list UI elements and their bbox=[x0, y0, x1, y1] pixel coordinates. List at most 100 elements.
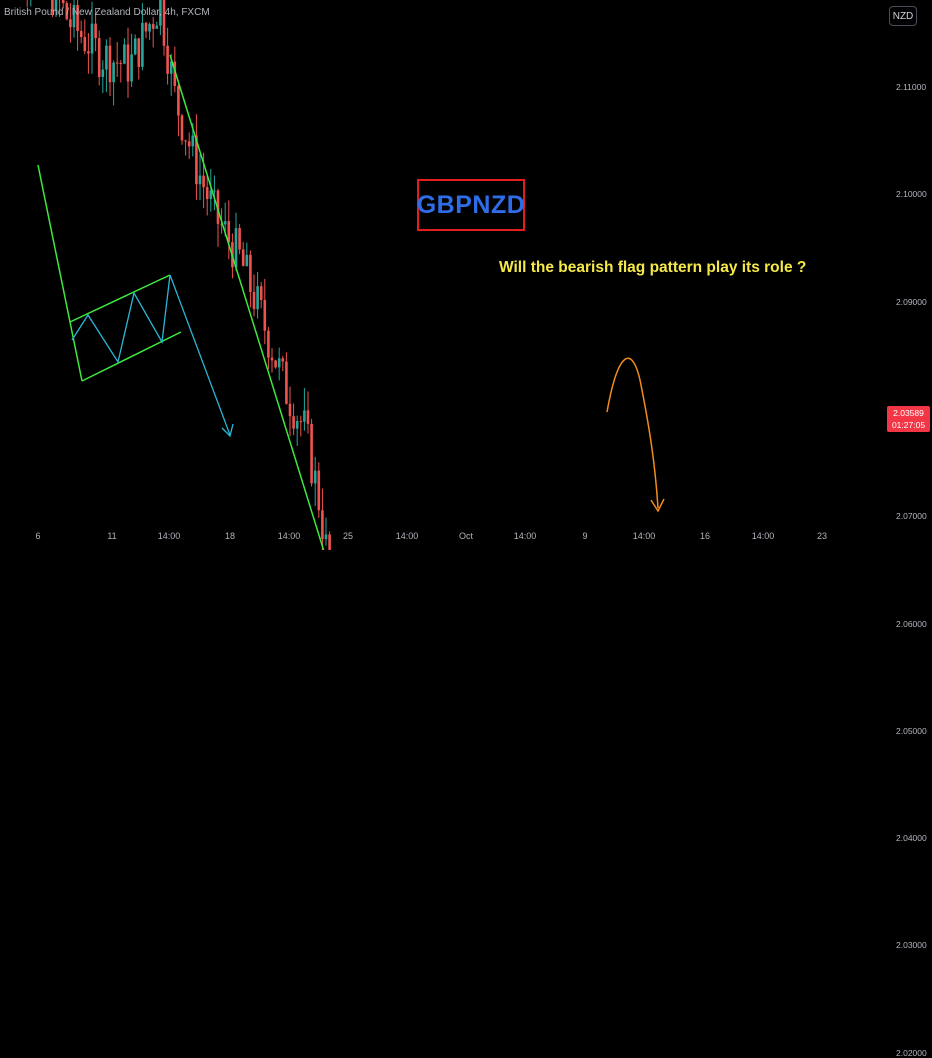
y-tick-label: 2.10000 bbox=[896, 189, 927, 200]
candle-body bbox=[195, 135, 198, 185]
schematic-lower-line bbox=[81, 331, 182, 382]
candle-body bbox=[177, 85, 180, 116]
candle-body bbox=[238, 228, 241, 250]
candle-body bbox=[220, 223, 223, 225]
drawing-layer bbox=[37, 54, 665, 550]
candle-body bbox=[288, 403, 292, 417]
y-tick-label: 2.06000 bbox=[896, 618, 927, 629]
x-tick-label: 14:00 bbox=[751, 531, 775, 541]
candle-body bbox=[90, 23, 94, 54]
x-tick-label: 14:00 bbox=[277, 531, 301, 541]
candle-body bbox=[69, 19, 72, 28]
candle-body bbox=[148, 24, 151, 32]
candle-body bbox=[256, 286, 259, 310]
candle-body bbox=[281, 358, 285, 362]
candle-body bbox=[267, 330, 270, 358]
x-tick-label: 14:00 bbox=[395, 531, 419, 541]
candle-body bbox=[313, 470, 317, 484]
y-tick-label: 2.03000 bbox=[896, 940, 927, 951]
candle-body bbox=[191, 135, 195, 147]
candle-body bbox=[223, 221, 227, 225]
candle-body bbox=[205, 187, 209, 199]
y-tick-label: 2.09000 bbox=[896, 296, 927, 307]
x-tick-label: 11 bbox=[107, 531, 117, 541]
candle-body bbox=[245, 254, 249, 266]
y-tick-label: 2.04000 bbox=[896, 833, 927, 844]
candle-body bbox=[202, 175, 205, 188]
candle-body bbox=[310, 423, 313, 484]
candle-body bbox=[270, 357, 274, 361]
chart-title: British Pound / New Zealand Dollar, 4h, … bbox=[4, 7, 210, 18]
flagpole-line bbox=[169, 54, 325, 550]
candle-body bbox=[166, 45, 169, 74]
candle-body bbox=[51, 0, 54, 12]
candle-body bbox=[126, 44, 130, 82]
candle-body bbox=[184, 140, 187, 142]
symbol-text: GBPNZD bbox=[416, 190, 526, 219]
schematic-breakdown bbox=[169, 274, 231, 436]
candle-body bbox=[79, 30, 83, 38]
candle-body bbox=[277, 358, 281, 368]
candle-body bbox=[187, 141, 191, 147]
x-tick-label: 16 bbox=[699, 531, 711, 541]
y-tick-label: 2.02000 bbox=[896, 1047, 927, 1058]
y-tick-label: 2.05000 bbox=[896, 725, 927, 736]
candle-body bbox=[94, 23, 97, 39]
candle-body bbox=[76, 4, 79, 31]
schematic-upper-line bbox=[69, 274, 171, 323]
countdown-timer: 01:27:05 bbox=[891, 420, 926, 430]
candle-body bbox=[87, 51, 90, 54]
candle-body bbox=[108, 45, 112, 83]
y-tick-label: 2.11000 bbox=[896, 82, 927, 92]
candle-body bbox=[97, 38, 101, 77]
x-tick-label: 14:00 bbox=[632, 531, 656, 541]
candle-body bbox=[252, 291, 256, 310]
schematic-pole-line bbox=[37, 164, 83, 382]
candle-body bbox=[303, 410, 306, 422]
x-tick-label: 6 bbox=[35, 531, 41, 541]
candle-body bbox=[263, 299, 267, 331]
candle-body bbox=[328, 534, 331, 550]
x-tick-label: 18 bbox=[224, 531, 236, 541]
candle-body bbox=[259, 286, 263, 300]
candle-body bbox=[198, 175, 202, 185]
currency-button[interactable]: NZD bbox=[889, 6, 917, 26]
candle-body bbox=[83, 37, 87, 52]
candle-body bbox=[130, 54, 133, 82]
current-price-tag: 2.03589 01:27:05 bbox=[887, 406, 930, 432]
candle-body bbox=[133, 38, 137, 55]
candle-body bbox=[144, 22, 148, 32]
candle-body bbox=[324, 534, 328, 540]
candlestick-series bbox=[26, 0, 331, 550]
candle-body bbox=[173, 61, 177, 86]
x-tick-label: 25 bbox=[342, 531, 354, 541]
candle-body bbox=[216, 190, 220, 224]
question-annotation: Will the bearish flag pattern play its r… bbox=[499, 259, 807, 276]
projection-arrow bbox=[606, 357, 659, 509]
candle-body bbox=[119, 63, 123, 65]
candle-body bbox=[209, 190, 213, 199]
x-tick-label: 14:00 bbox=[157, 531, 181, 541]
candle-body bbox=[101, 69, 105, 77]
candle-body bbox=[54, 0, 58, 12]
candle-body bbox=[112, 62, 115, 83]
candle-body bbox=[137, 38, 141, 67]
candle-body bbox=[321, 510, 324, 540]
candle-body bbox=[65, 3, 69, 20]
candle-body bbox=[180, 115, 184, 141]
candle-body bbox=[285, 361, 288, 404]
chart-canvas[interactable] bbox=[0, 0, 932, 550]
candle-body bbox=[299, 421, 303, 423]
candle-body bbox=[105, 45, 108, 70]
candle-body bbox=[141, 22, 144, 67]
candle-body bbox=[169, 61, 173, 74]
candle-body bbox=[162, 0, 166, 46]
x-tick-label: Oct bbox=[458, 531, 474, 541]
candle-body bbox=[241, 249, 245, 266]
current-price-value: 2.03589 bbox=[893, 408, 924, 418]
candle-body bbox=[227, 221, 231, 243]
candle-body bbox=[155, 25, 159, 29]
y-tick-label: 2.07000 bbox=[896, 511, 927, 522]
x-tick-label: 9 bbox=[582, 531, 588, 541]
candle-body bbox=[306, 410, 310, 424]
